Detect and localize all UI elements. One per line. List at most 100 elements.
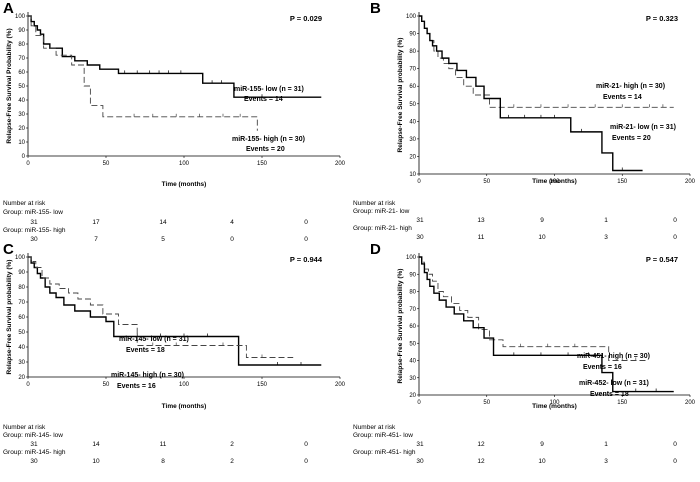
y-tick-label: 70 <box>409 307 416 313</box>
risk-count: 31 <box>416 217 424 224</box>
risk-count: 10 <box>538 234 546 241</box>
x-tick-label: 0 <box>417 179 421 185</box>
x-tick-label: 50 <box>483 179 490 185</box>
y-tick-label: 20 <box>409 154 416 160</box>
p-value: P = 0.547 <box>646 255 678 264</box>
y-tick-label: 100 <box>15 255 26 261</box>
p-value: P = 0.323 <box>646 14 678 23</box>
risk-count: 9 <box>540 441 544 448</box>
x-tick-label: 150 <box>257 382 268 388</box>
risk-count: 8 <box>161 458 165 465</box>
x-axis-title: Time (months) <box>162 403 207 410</box>
risk-count: 9 <box>540 217 544 224</box>
survival-curve-solid <box>419 256 674 393</box>
y-axis-title: Relapse-Free Survival probability (%) <box>6 260 13 375</box>
risk-group-label: Group: miR-451- low <box>353 432 413 439</box>
risk-count: 31 <box>30 219 38 226</box>
group-label: miR-451- high (n = 30) <box>577 353 650 360</box>
group-label: miR-155- high (n = 30) <box>232 136 305 143</box>
x-tick-label: 50 <box>483 400 490 406</box>
risk-count: 2 <box>230 458 234 465</box>
panel-letter: C <box>3 241 14 258</box>
risk-count: 17 <box>92 219 100 226</box>
survival-curve-dashed <box>28 256 294 358</box>
x-tick-label: 200 <box>685 400 696 406</box>
x-tick-label: 100 <box>179 382 190 388</box>
risk-count: 7 <box>94 236 98 243</box>
y-axis-title: Relapse-Free Survival probability (%) <box>397 269 404 384</box>
x-axis-title: Time (months) <box>532 403 577 410</box>
y-tick-label: 90 <box>409 272 416 278</box>
x-tick-label: 50 <box>103 382 110 388</box>
y-axis-title: Relapse-Free Survival probability (%) <box>397 38 404 153</box>
risk-count: 5 <box>161 236 165 243</box>
panel-letter: D <box>370 241 381 258</box>
y-tick-label: 80 <box>18 42 25 48</box>
y-tick-label: 40 <box>18 345 25 351</box>
x-tick-label: 100 <box>179 161 190 167</box>
p-value: P = 0.944 <box>290 255 323 264</box>
risk-count: 0 <box>304 458 308 465</box>
risk-count: 30 <box>30 236 38 243</box>
risk-count: 10 <box>92 458 100 465</box>
y-tick-label: 80 <box>409 290 416 296</box>
risk-count: 12 <box>477 458 485 465</box>
risk-count: 1 <box>604 217 608 224</box>
y-tick-label: 10 <box>409 172 416 178</box>
risk-count: 0 <box>673 458 677 465</box>
events-label: Events = 18 <box>590 391 629 398</box>
group-label: miR-155- low (n = 31) <box>234 86 304 93</box>
events-label: Events = 20 <box>246 146 285 153</box>
risk-group-label: Group: miR-21- high <box>353 225 412 232</box>
y-tick-label: 20 <box>18 126 25 132</box>
y-tick-label: 90 <box>18 270 25 276</box>
y-tick-label: 70 <box>18 300 25 306</box>
panel-letter: B <box>370 0 381 17</box>
y-tick-label: 90 <box>409 32 416 38</box>
y-tick-label: 40 <box>409 359 416 365</box>
y-tick-label: 50 <box>18 84 25 90</box>
events-label: Events = 14 <box>603 94 642 101</box>
y-tick-label: 90 <box>18 28 25 34</box>
panel-letter: A <box>3 0 14 17</box>
risk-count: 0 <box>673 441 677 448</box>
survival-curve-dashed <box>419 256 647 361</box>
y-tick-label: 20 <box>18 375 25 381</box>
y-tick-label: 30 <box>409 137 416 143</box>
risk-group-label: Group: miR-145- high <box>3 449 66 456</box>
risk-group-label: Group: miR-145- low <box>3 432 63 439</box>
x-tick-label: 0 <box>26 382 30 388</box>
y-tick-label: 80 <box>18 285 25 291</box>
y-tick-label: 50 <box>409 102 416 108</box>
risk-count: 4 <box>230 219 234 226</box>
y-tick-label: 70 <box>409 67 416 73</box>
risk-count: 11 <box>478 234 485 241</box>
risk-table-title: Number at risk <box>353 424 396 431</box>
survival-curve-solid <box>28 256 322 366</box>
x-tick-label: 200 <box>335 382 346 388</box>
x-axis-title: Time (months) <box>162 181 207 188</box>
risk-count: 31 <box>30 441 38 448</box>
events-label: Events = 16 <box>583 364 622 371</box>
risk-count: 14 <box>92 441 100 448</box>
y-tick-label: 60 <box>409 324 416 330</box>
y-tick-label: 100 <box>15 14 26 20</box>
y-tick-label: 70 <box>18 56 25 62</box>
x-tick-label: 200 <box>335 161 346 167</box>
y-tick-label: 100 <box>406 14 417 20</box>
group-label: miR-21- high (n = 30) <box>596 83 665 90</box>
risk-count: 12 <box>477 441 485 448</box>
risk-count: 30 <box>416 458 424 465</box>
survival-curve-dashed <box>28 15 258 131</box>
x-tick-label: 100 <box>549 400 560 406</box>
events-label: Events = 18 <box>126 347 165 354</box>
y-tick-label: 30 <box>18 112 25 118</box>
risk-group-label: Group: miR-155- high <box>3 227 66 234</box>
x-tick-label: 50 <box>103 161 110 167</box>
y-tick-label: 40 <box>18 98 25 104</box>
risk-count: 0 <box>673 234 677 241</box>
